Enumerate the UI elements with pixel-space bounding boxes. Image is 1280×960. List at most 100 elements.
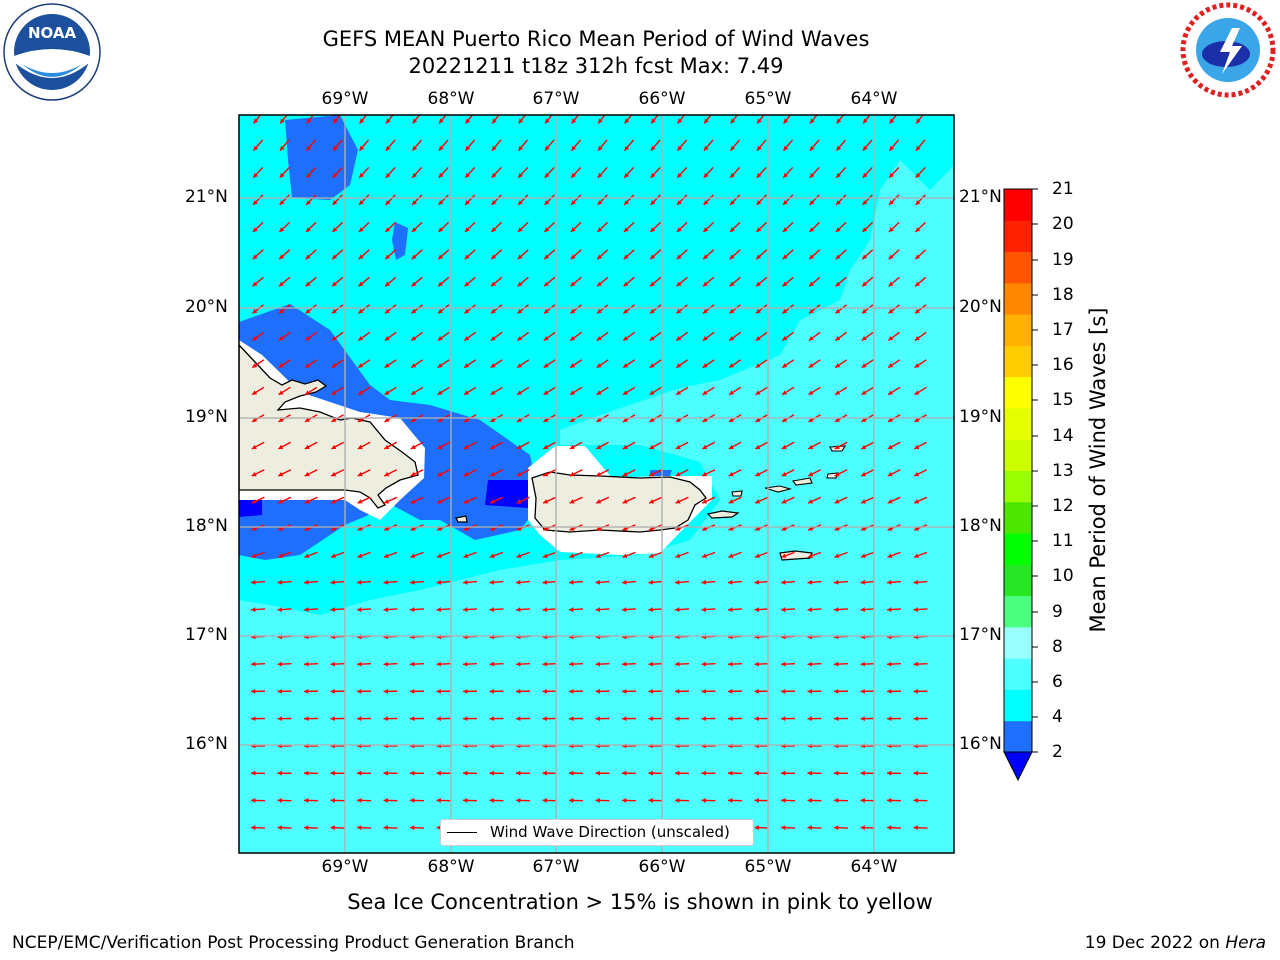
wave-direction-arrowhead bbox=[305, 363, 311, 368]
colorbar-tick-label: 17 bbox=[1052, 320, 1074, 340]
wave-direction-arrowhead bbox=[887, 471, 893, 477]
wave-direction-arrowhead bbox=[650, 172, 656, 178]
wave-direction-arrowhead bbox=[861, 444, 867, 449]
wave-direction-arrowhead bbox=[650, 145, 656, 151]
wave-direction-arrowhead bbox=[570, 390, 576, 395]
wave-direction-arrowhead bbox=[517, 254, 523, 260]
wave-direction-arrowhead bbox=[516, 798, 521, 803]
wave-direction-arrowhead bbox=[279, 172, 285, 178]
wave-direction-arrowhead bbox=[729, 254, 735, 260]
wave-direction-arrowhead bbox=[278, 444, 284, 449]
wave-direction-arrowhead bbox=[358, 390, 364, 395]
wave-direction-arrowhead bbox=[330, 607, 336, 612]
wave-direction-arrowhead bbox=[304, 688, 309, 694]
wave-direction-arrowhead bbox=[384, 363, 390, 368]
wave-direction-arrowhead bbox=[542, 798, 547, 803]
wave-direction-arrowhead bbox=[252, 335, 258, 341]
lat-label-left: 16°N bbox=[185, 734, 228, 754]
wave-direction-arrowhead bbox=[888, 227, 894, 233]
wave-direction-arrowhead bbox=[862, 281, 868, 287]
wave-direction-arrowhead bbox=[357, 499, 363, 504]
colorbar bbox=[1003, 188, 1038, 782]
wave-direction-arrowhead bbox=[887, 579, 892, 585]
wave-direction-arrowhead bbox=[516, 499, 522, 504]
wave-direction-arrowhead bbox=[728, 526, 734, 531]
colorbar-segment bbox=[1004, 282, 1032, 315]
wave-direction-arrowhead bbox=[835, 254, 841, 260]
wave-direction-arrowhead bbox=[807, 579, 813, 585]
lon-label-top: 64°W bbox=[850, 89, 898, 109]
wave-direction-arrowhead bbox=[728, 499, 734, 504]
wave-direction-arrowhead bbox=[835, 227, 841, 233]
wave-direction-arrowhead bbox=[889, 145, 895, 151]
wave-direction-arrowhead bbox=[277, 607, 283, 612]
wave-direction-arrowhead bbox=[595, 579, 601, 585]
wave-direction-arrowhead bbox=[648, 688, 653, 694]
wave-direction-arrowhead bbox=[887, 661, 892, 667]
wave-direction-arrowhead bbox=[411, 390, 417, 395]
wave-direction-arrowhead bbox=[756, 254, 762, 260]
wave-direction-arrowhead bbox=[305, 227, 311, 233]
wave-direction-arrowhead bbox=[836, 118, 842, 124]
wave-direction-arrowhead bbox=[304, 444, 310, 449]
wave-direction-arrowhead bbox=[489, 716, 494, 722]
wave-direction-arrowhead bbox=[412, 200, 417, 205]
wave-direction-arrowhead bbox=[650, 281, 656, 287]
wave-direction-arrowhead bbox=[516, 417, 522, 422]
wave-direction-arrowhead bbox=[650, 200, 656, 205]
wave-direction-arrowhead bbox=[675, 553, 681, 558]
wave-direction-arrowhead bbox=[383, 825, 388, 831]
wave-direction-arrowhead bbox=[383, 688, 388, 694]
wave-direction-arrowhead bbox=[702, 417, 708, 422]
wave-direction-arrowhead bbox=[332, 145, 338, 151]
wave-direction-arrowhead bbox=[359, 172, 365, 178]
wave-direction-arrowhead bbox=[332, 254, 338, 260]
footer-date: 19 Dec 2022 on Hera bbox=[1085, 933, 1266, 953]
wave-direction-arrowhead bbox=[809, 200, 815, 205]
wave-direction-arrowhead bbox=[728, 579, 733, 585]
wave-direction-arrowhead bbox=[543, 390, 549, 395]
wave-direction-arrowhead bbox=[410, 688, 415, 694]
wave-direction-arrowhead bbox=[914, 390, 920, 395]
wave-direction-arrowhead bbox=[862, 254, 868, 260]
wave-direction-arrowhead bbox=[624, 200, 629, 205]
wave-direction-arrowhead bbox=[489, 661, 494, 667]
wave-direction-arrowhead bbox=[808, 526, 813, 531]
wave-direction-arrowhead bbox=[517, 390, 523, 395]
wave-direction-arrowhead bbox=[569, 688, 574, 694]
wave-direction-arrowhead bbox=[279, 281, 285, 287]
wave-direction-arrowhead bbox=[277, 716, 282, 722]
wave-direction-arrowhead bbox=[516, 526, 522, 531]
wave-direction-arrowhead bbox=[623, 227, 629, 233]
wave-direction-arrowhead bbox=[383, 770, 388, 776]
wave-direction-arrowhead bbox=[597, 281, 603, 287]
wave-direction-arrowhead bbox=[862, 200, 868, 205]
colorbar-segment bbox=[1004, 439, 1032, 471]
wave-direction-arrowhead bbox=[914, 499, 920, 504]
wave-direction-arrowhead bbox=[463, 499, 469, 504]
wave-direction-arrowhead bbox=[729, 390, 735, 395]
wave-direction-arrowhead bbox=[648, 553, 654, 558]
colorbar-tick-label: 15 bbox=[1052, 390, 1074, 410]
wave-direction-arrowhead bbox=[596, 335, 602, 341]
wave-direction-arrowhead bbox=[808, 390, 814, 395]
wave-direction-arrowhead bbox=[649, 308, 655, 314]
wave-direction-arrowhead bbox=[412, 172, 418, 178]
wave-direction-arrowhead bbox=[781, 770, 786, 776]
wave-direction-arrowhead bbox=[915, 145, 921, 151]
wave-direction-arrowhead bbox=[809, 145, 815, 151]
wave-direction-arrowhead bbox=[913, 825, 918, 831]
wave-direction-arrowhead bbox=[358, 254, 364, 260]
wave-direction-arrowhead bbox=[622, 499, 628, 504]
wave-direction-arrowhead bbox=[781, 716, 786, 722]
wave-direction-arrowhead bbox=[305, 335, 311, 341]
wave-direction-arrowhead bbox=[648, 798, 653, 803]
wave-direction-arrowhead bbox=[278, 417, 284, 422]
colorbar-tick-label: 20 bbox=[1052, 214, 1074, 234]
wave-direction-arrowhead bbox=[861, 363, 867, 368]
wave-direction-arrowhead bbox=[755, 526, 760, 531]
wave-direction-arrowhead bbox=[915, 281, 921, 287]
wave-direction-arrowhead bbox=[571, 172, 577, 178]
wave-direction-arrowhead bbox=[728, 444, 734, 449]
wave-direction-arrowhead bbox=[649, 471, 655, 477]
